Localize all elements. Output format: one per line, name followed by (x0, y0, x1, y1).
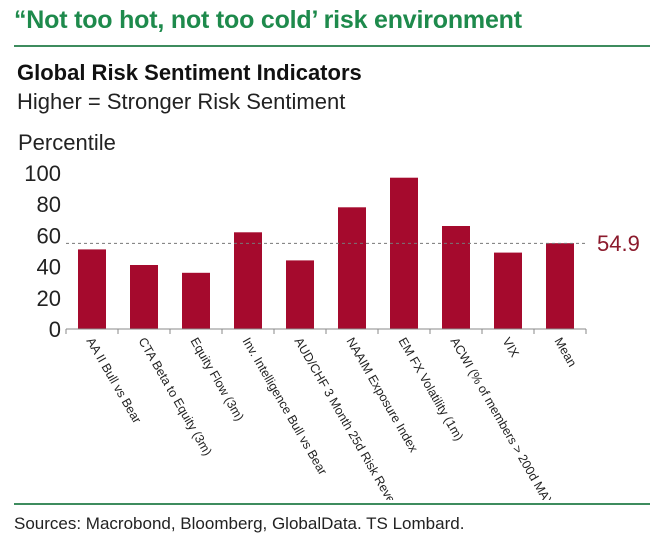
chart-subtitle: Higher = Stronger Risk Sentiment (17, 89, 346, 114)
y-tick-label: 20 (37, 286, 61, 311)
x-axis-ticks (65, 329, 587, 334)
x-tick-label: ACWI (% of members > 200d MA) (448, 335, 555, 500)
y-tick-label: 80 (37, 192, 61, 217)
bar (234, 232, 262, 329)
y-axis-label: Percentile (18, 130, 116, 155)
mean-reference-label: 54.9 (597, 231, 640, 256)
x-tick-label: Equity Flow (3m) (188, 335, 247, 423)
headline: “Not too hot, not too cold’ risk environ… (14, 6, 522, 34)
x-tick-label: Mean (552, 335, 580, 369)
bar (338, 207, 366, 329)
bar (182, 272, 210, 329)
top-rule (14, 45, 650, 47)
bar (494, 252, 522, 329)
bar (546, 243, 574, 329)
sources-note: Sources: Macrobond, Bloomberg, GlobalDat… (14, 514, 465, 533)
bottom-rule (14, 503, 650, 505)
bar (130, 265, 158, 329)
x-tick-label: AA II Bull vs Bear (84, 335, 144, 426)
y-tick-label: 40 (37, 255, 61, 280)
bar (390, 177, 418, 329)
bar (286, 260, 314, 329)
y-tick-label: 0 (49, 317, 61, 342)
y-tick-label: 100 (24, 161, 61, 186)
bars (78, 177, 574, 329)
bar (442, 226, 470, 329)
y-axis-ticks: 0 20 40 60 80 100 (24, 161, 61, 342)
x-tick-label: VIX (500, 335, 523, 360)
y-tick-label: 60 (37, 223, 61, 248)
bar (78, 249, 106, 329)
bar-chart: Percentile 0 20 40 60 80 100 AA II Bull vs Be… (18, 130, 640, 500)
chart-title: Global Risk Sentiment Indicators (17, 60, 362, 85)
